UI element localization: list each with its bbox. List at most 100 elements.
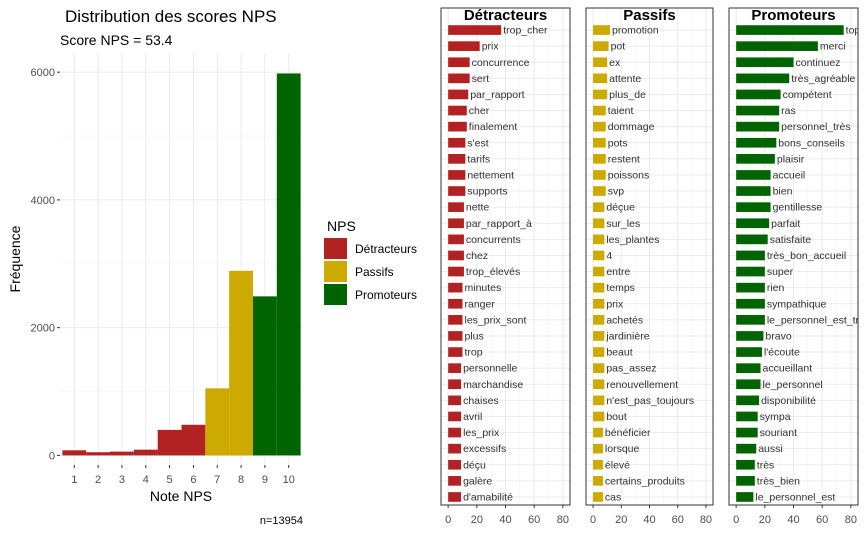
word-bar: [593, 395, 605, 406]
word-bar: [593, 427, 603, 438]
word-bar: [593, 186, 606, 196]
word-bar: [736, 266, 765, 277]
word-label: n'est_pas_toujours: [606, 395, 694, 407]
word-bar: [593, 170, 606, 180]
word-label: bien: [773, 186, 793, 198]
word-bar: [593, 476, 603, 486]
word-bar: [736, 121, 780, 132]
legend-swatch-promoteurs: [324, 284, 347, 305]
word-label: poissons: [608, 169, 649, 181]
word-bar: [736, 234, 768, 245]
word-label: concurrents: [466, 234, 521, 246]
word-label: svp: [608, 186, 625, 198]
word-bar: [593, 105, 606, 116]
word-label: pots: [608, 137, 628, 149]
panel-x-tick-label: 20: [615, 514, 627, 526]
word-label: ranger: [465, 298, 496, 310]
word-bar: [736, 411, 758, 422]
histogram-bar: [276, 73, 301, 456]
histogram-bar: [229, 270, 253, 456]
word-bar: [593, 73, 608, 84]
word-bar: [736, 105, 780, 116]
word-label: sur_les: [606, 218, 640, 230]
word-bar: [448, 41, 480, 51]
word-bar: [593, 218, 605, 229]
word-bar: [593, 41, 609, 51]
word-label: trop: [465, 347, 483, 359]
word-label: achetés: [606, 314, 643, 326]
word-label: finalement: [469, 121, 518, 133]
word-label: temps: [606, 282, 635, 294]
word-label: bout: [606, 411, 627, 423]
word-label: trop_élevés: [466, 266, 520, 278]
panel-x-tick-label: 20: [759, 514, 771, 526]
word-bar: [593, 25, 610, 35]
word-bar: [593, 154, 606, 164]
word-bar: [736, 331, 764, 341]
word-bar: [736, 250, 765, 261]
word-label: les_plantes: [606, 234, 659, 246]
word-label: très_bon_accueil: [767, 250, 846, 262]
legend-swatch-passifs: [324, 261, 347, 282]
word-label: les_prix: [463, 427, 500, 439]
word-label: sert: [472, 73, 490, 85]
word-label: déçu: [463, 459, 486, 471]
word-label: bons_conseils: [778, 137, 845, 149]
word-label: concurrence: [472, 57, 530, 69]
panel-x-tick-label: 80: [700, 514, 712, 526]
word-label: parfait: [771, 218, 800, 230]
word-bar: [593, 459, 603, 470]
word-bar: [593, 121, 606, 132]
word-bar: [448, 234, 464, 245]
word-label: souriant: [760, 427, 797, 439]
word-bar: [448, 347, 463, 357]
word-bar: [448, 282, 463, 293]
word-bar: [448, 57, 470, 68]
word-label: cas: [605, 491, 621, 503]
word-label: taient: [608, 105, 634, 117]
histogram-bar: [252, 296, 277, 456]
word-bar: [448, 331, 463, 341]
word-label: jardinière: [605, 330, 649, 342]
word-label: prix: [606, 298, 624, 310]
word-bar: [448, 186, 466, 196]
word-bar: [448, 121, 467, 132]
word-label: beaut: [606, 347, 632, 359]
word-label: avril: [463, 411, 482, 423]
panel-x-tick-label: 0: [445, 514, 451, 526]
word-bar: [593, 492, 603, 502]
histogram-bar: [181, 424, 206, 456]
x-tick-label: 10: [283, 474, 295, 486]
word-bar: [448, 25, 502, 35]
word-bar: [593, 266, 605, 277]
word-bar: [448, 218, 464, 229]
word-bar: [736, 89, 781, 100]
word-label: sympathique: [767, 298, 827, 310]
main-gridlines: [60, 53, 303, 465]
y-tick-label: 6000: [31, 67, 55, 79]
word-bar: [448, 459, 462, 470]
histogram-bar: [62, 450, 87, 456]
word-bar: [736, 427, 758, 438]
chart-subtitle: Score NPS = 53.4: [60, 32, 173, 48]
x-tick-label: 9: [262, 474, 268, 486]
panel-x-tick-label: 40: [787, 514, 799, 526]
word-bar: [736, 443, 757, 454]
word-label: galère: [463, 475, 492, 487]
word-bar: [448, 427, 462, 438]
panel-title: Promoteurs: [751, 7, 835, 24]
word-bar: [448, 154, 466, 164]
word-label: élevé: [605, 459, 630, 471]
word-label: dommage: [608, 121, 655, 133]
legend: NPS Détracteurs Passifs Promoteurs: [324, 218, 417, 305]
word-bar: [448, 379, 462, 390]
word-label: attente: [609, 73, 641, 85]
word-bar: [736, 298, 765, 309]
word-bar: [448, 170, 466, 180]
word-bar: [448, 492, 462, 502]
word-bar: [448, 363, 462, 373]
word-bar: [448, 298, 463, 309]
word-label: continuez: [796, 57, 841, 69]
word-label: par_rapport: [470, 89, 524, 101]
